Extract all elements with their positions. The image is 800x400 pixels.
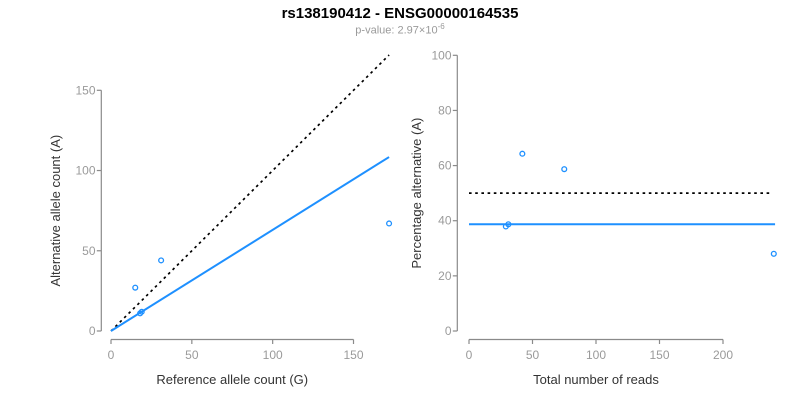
y-tick-label: 100 [431,48,451,62]
y-axis-title: Alternative allele count (A) [48,135,63,287]
subtitle-pvalue: p-value: 2.97×10-6 [0,22,800,37]
y-tick-label: 0 [89,324,96,338]
data-point-circle [505,221,512,228]
y-tick-label: 0 [445,324,452,338]
identity-line [110,54,390,332]
data-point-circle [137,310,144,317]
data-point-circle [386,220,393,227]
x-tick-label: 50 [185,348,199,362]
y-axis-title: Percentage alternative (A) [409,118,424,269]
y-tick-label: 50 [82,244,96,258]
y-tick-label: 40 [438,214,452,228]
data-point-circle [158,257,165,264]
y-tick-label: 100 [75,164,95,178]
y-tick-label: 150 [75,83,95,97]
data-point-circle [138,308,145,315]
fit-line [110,156,390,332]
right-scatter-plot: 0 20 40 60 80 100 0 50 100 150 200 Total number of … [409,48,777,387]
left-scatter-plot: 0 50 100 150 0 50 100 150 Reference allele count… [48,54,393,387]
x-tick-label: 150 [649,348,669,362]
data-point-circle [519,150,526,157]
x-tick-label: 100 [263,348,283,362]
x-tick-label: 150 [343,348,363,362]
y-tick-label: 20 [438,269,452,283]
x-tick-label: 200 [713,348,733,362]
pvalue-base: p-value: 2.97×10 [355,24,438,37]
y-tick-label: 80 [438,103,452,117]
page-title: rs138190412 - ENSG00000164535 [281,5,519,22]
x-tick-label: 50 [526,348,540,362]
data-point-circle [770,250,777,257]
x-tick-label: 0 [466,348,473,362]
x-tick-label: 0 [108,348,115,362]
x-tick-label: 100 [586,348,606,362]
x-axis-title: Reference allele count (G) [156,372,308,387]
pvalue-exponent: -6 [437,22,445,31]
x-axis-title: Total number of reads [533,372,659,387]
data-point-circle [132,284,139,291]
data-point-circle [561,166,568,173]
y-tick-label: 60 [438,159,452,173]
